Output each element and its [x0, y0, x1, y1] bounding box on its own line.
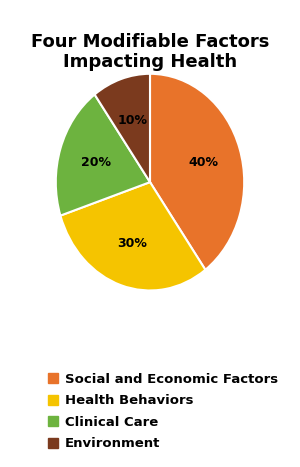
Wedge shape [150, 74, 244, 270]
Wedge shape [60, 182, 206, 290]
Text: 20%: 20% [81, 156, 111, 169]
Text: 10%: 10% [118, 114, 148, 127]
Text: 40%: 40% [189, 156, 219, 169]
Text: Four Modifiable Factors
Impacting Health: Four Modifiable Factors Impacting Health [31, 33, 269, 71]
Legend: Social and Economic Factors, Health Behaviors, Clinical Care, Environment: Social and Economic Factors, Health Beha… [43, 368, 284, 456]
Wedge shape [94, 74, 150, 182]
Text: 30%: 30% [118, 237, 148, 250]
Wedge shape [56, 94, 150, 216]
